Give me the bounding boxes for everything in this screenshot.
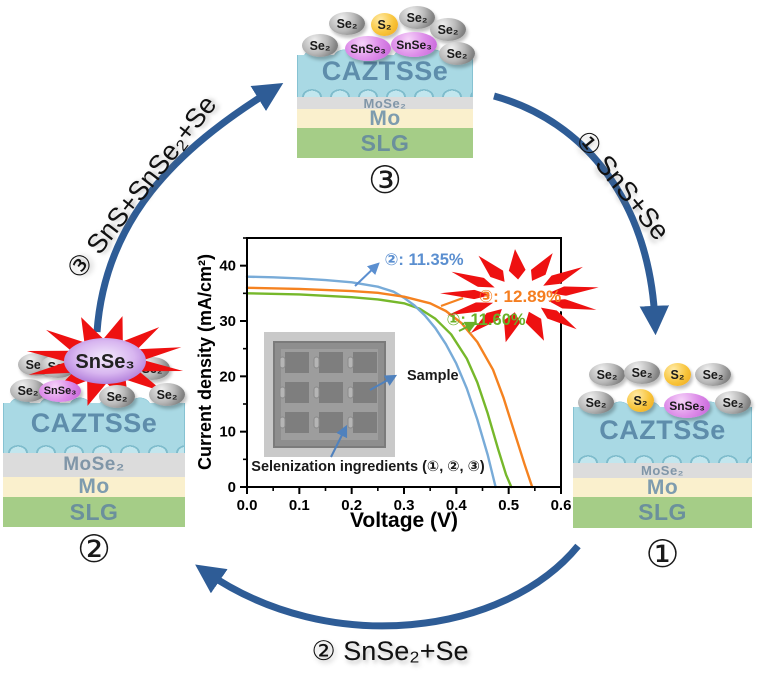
se2-particle: Se₂: [695, 363, 731, 386]
s2-particle: S₂: [371, 13, 398, 36]
efficiency-3-label: ③: 12.89%: [479, 287, 561, 306]
jv-chart: 0.0 0.1 0.2 0.3 0.4 0.5 0.6 0 10 20 30 40 Sample Se…: [195, 237, 599, 532]
s2-particle: S₂: [664, 363, 691, 386]
layer-caztsse: CAZTSSe: [3, 403, 185, 453]
jv-curve-③: [245, 286, 534, 489]
se2-particle: Se₂: [149, 383, 185, 406]
layer-mo-label: Mo: [369, 106, 401, 130]
se2-particle: Se₂: [715, 391, 751, 414]
se2-particle: Se₂: [430, 18, 466, 41]
layer-mo: Mo: [573, 475, 752, 499]
layer-mo: Mo: [3, 475, 185, 498]
arrow-label-step2: ② SnSe₂+Se: [311, 636, 469, 666]
grain-texture: [4, 438, 184, 453]
tick-label: 0: [228, 479, 236, 496]
layer-caztsse: CAZTSSe: [573, 407, 752, 463]
tick-label: 40: [219, 258, 236, 275]
tick-label: 20: [219, 368, 236, 385]
grain-texture: [298, 82, 472, 97]
efficiency-3-burst-inner: [462, 263, 579, 329]
snse3-particle: SnSe₃: [39, 380, 81, 402]
efficiency-2-label: ②: 11.35%: [384, 251, 463, 269]
tick-label: 0.0: [237, 497, 258, 514]
se2-particle: Se₂: [10, 379, 46, 402]
inset-ingredient-pellets: [279, 356, 354, 429]
layer-caztsse-label: CAZTSSe: [30, 407, 158, 438]
inset-sample-squares: [285, 352, 377, 433]
x-axis-title: Voltage (V): [350, 509, 458, 532]
tick-label: 0.6: [551, 497, 572, 514]
tick-label: 10: [219, 424, 236, 441]
se2-particle: Se₂: [624, 361, 660, 384]
layer-slg: SLG: [297, 128, 473, 158]
y-axis-title: Current density (mA/cm²): [195, 254, 215, 470]
layer-mose2-label: MoSe₂: [641, 463, 684, 478]
plot-border: [246, 237, 562, 488]
layer-mo-label: Mo: [646, 475, 679, 499]
arrow-step2: [195, 543, 581, 630]
se2-particle: Se₂: [329, 12, 365, 35]
se2-particle: Se₂: [399, 6, 435, 29]
device-stack-3: Se₂ S₂ Se₂ Se₂ Se₂ SnSe₃ SnSe₃ Se₂ CAZTS…: [297, 6, 475, 203]
device-stack-2: Se₂ Se₂ Se₂ SnSe₃ Se₂ SnSe₃ Se₂ Se₂ CAZT…: [3, 316, 185, 571]
layer-slg: SLG: [3, 497, 185, 527]
layer-mose2: MoSe₂: [297, 95, 473, 111]
stack-number-3: ③: [367, 160, 403, 202]
layer-slg-label: SLG: [69, 498, 119, 525]
sample-annotation-arrow: [369, 374, 398, 391]
se2-particle: Se₂: [578, 391, 614, 414]
se2-particle: Se₂: [589, 363, 625, 386]
tick-label: 0.5: [498, 497, 519, 514]
arrow-step3: [93, 83, 284, 333]
layer-slg-label: SLG: [638, 499, 687, 525]
layer-caztsse: CAZTSSe: [297, 55, 473, 97]
se2-particle: Se₂: [99, 385, 135, 408]
layer-caztsse-label: CAZTSSe: [321, 55, 449, 86]
efficiency-1-label: ①: 11.60%: [446, 311, 525, 329]
arrow-step1: [493, 92, 669, 336]
ingredients-annotation-label: Selenization ingredients (①, ②, ③): [251, 459, 485, 475]
tick-label: 0.1: [289, 497, 310, 514]
efficiency-2-arrow: [354, 262, 380, 287]
snse3-particle: SnSe₃: [664, 393, 710, 418]
sample-inset-photo: [264, 332, 395, 457]
stack-number-1: ①: [645, 534, 680, 576]
s2-particle: S₂: [627, 389, 654, 412]
layer-mose2-label: MoSe₂: [363, 95, 407, 111]
layer-mose2: MoSe₂: [3, 453, 185, 477]
layer-mose2-label: MoSe₂: [63, 454, 125, 475]
tick-label: 0.2: [341, 497, 362, 514]
se2-particle: Se₂: [439, 42, 475, 65]
snse3-particle: SnSe₃: [391, 32, 437, 57]
burst-inner-blob: [64, 338, 146, 384]
sample-annotation-label: Sample: [407, 368, 459, 384]
se2-particle: Se₂: [302, 34, 338, 57]
burst-label: SnSe₃: [75, 351, 134, 373]
device-stack-1: Se₂ Se₂ S₂ Se₂ Se₂ S₂ SnSe₃ Se₂ CAZTSSe …: [573, 355, 752, 576]
ingredients-annotation-arrow: [330, 424, 348, 458]
snse3-particle: SnSe₃: [345, 36, 391, 61]
efficiency-3-connector: [440, 296, 464, 308]
layer-caztsse-label: CAZTSSe: [599, 414, 726, 445]
stack-number-2: ②: [76, 529, 112, 571]
grain-texture: [574, 448, 751, 463]
layer-mose2: MoSe₂: [573, 463, 752, 478]
tick-label: 0.4: [446, 497, 468, 514]
efficiency-1-arrow: [458, 321, 478, 333]
layer-mo-label: Mo: [78, 475, 110, 498]
chart-axes: 0.0 0.1 0.2 0.3 0.4 0.5 0.6 0 10 20 30 40: [219, 237, 572, 514]
chart-curves: [245, 275, 534, 489]
tick-label: 30: [219, 313, 236, 330]
jv-curve-①: [245, 292, 513, 489]
tick-label: 0.3: [394, 497, 415, 514]
jv-curve-②: [245, 275, 497, 489]
layer-slg-label: SLG: [360, 129, 410, 156]
layer-slg: SLG: [573, 497, 752, 528]
layer-mo: Mo: [297, 106, 473, 130]
